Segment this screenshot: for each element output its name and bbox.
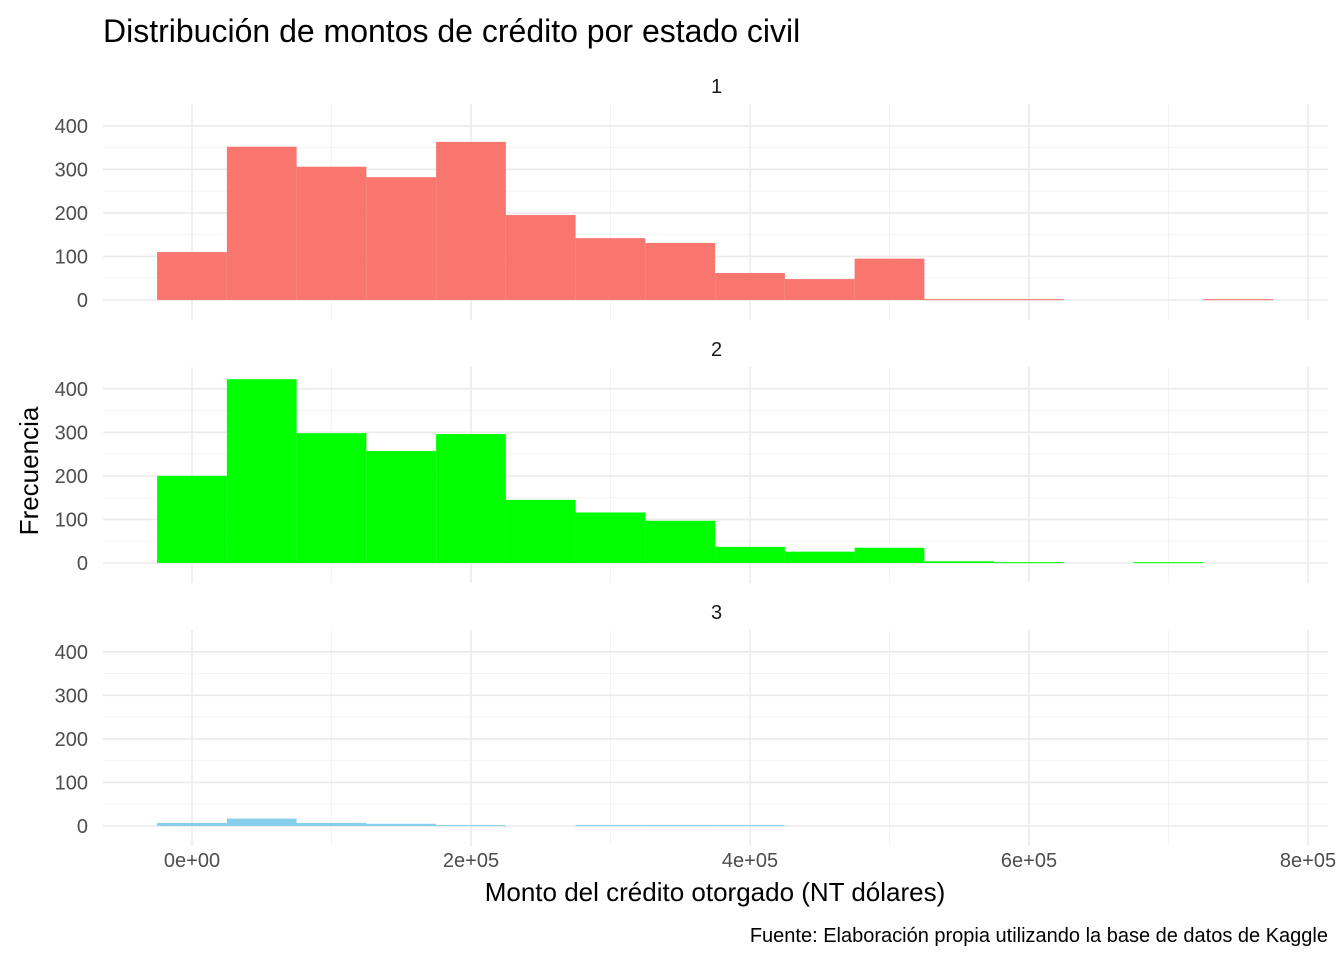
histogram-bar — [1203, 299, 1274, 301]
x-axis-ticks: 0e+00 2e+05 4e+05 6e+05 8e+05 — [164, 850, 1336, 872]
histogram-bar — [575, 825, 646, 827]
histogram-bar — [854, 547, 925, 563]
facet-strip-label: 2 — [711, 339, 722, 361]
histogram-bar — [645, 825, 716, 827]
histogram-bar — [226, 146, 297, 300]
y-tick-label: 0 — [77, 553, 88, 575]
histogram-bar — [784, 279, 855, 300]
y-tick-label: 300 — [55, 422, 88, 444]
histogram-bar — [366, 451, 437, 563]
facet-strip-label: 3 — [711, 602, 722, 624]
y-tick-label: 400 — [55, 379, 88, 401]
y-tick-label: 300 — [55, 685, 88, 707]
y-tick-label: 100 — [55, 509, 88, 531]
histogram-bar — [784, 551, 855, 563]
histogram-bar — [436, 434, 506, 563]
chart-title: Distribución de montos de crédito por es… — [103, 13, 800, 49]
histogram-bar — [1133, 562, 1204, 564]
facet-panel-3: 3 0 100 200 300 400 — [55, 602, 1328, 846]
y-tick-label: 0 — [77, 290, 88, 312]
histogram-bar — [924, 561, 995, 563]
histogram-bar — [366, 177, 437, 300]
histogram-bar — [924, 299, 995, 301]
histogram-bar — [296, 166, 367, 300]
facet-panels: 1 0 100 200 300 400 2 0 100 200 300 400 3 0 100 200 300 4… — [55, 76, 1328, 846]
facet-panel-1: 1 0 100 200 300 400 — [55, 76, 1328, 320]
histogram-bar — [436, 825, 506, 827]
histogram-bar — [575, 238, 646, 300]
histogram-bar — [226, 379, 297, 563]
chart-caption: Fuente: Elaboración propia utilizando la… — [750, 925, 1328, 947]
histogram-bar — [854, 258, 925, 300]
histogram-bar — [505, 215, 576, 300]
x-tick-label: 4e+05 — [722, 850, 778, 872]
y-tick-label: 100 — [55, 246, 88, 268]
histogram-bar — [715, 272, 785, 300]
histogram-bar — [157, 822, 227, 826]
histogram-bar — [157, 252, 227, 300]
facet-panel-2: 2 0 100 200 300 400 — [55, 339, 1328, 583]
histogram-bar — [575, 512, 646, 563]
histogram-bar — [994, 562, 1064, 564]
y-tick-label: 100 — [55, 772, 88, 794]
histogram-bar — [296, 822, 367, 826]
histogram-bar — [505, 499, 576, 563]
histogram-bar — [366, 823, 437, 826]
y-tick-label: 300 — [55, 159, 88, 181]
y-tick-label: 400 — [55, 642, 88, 664]
facet-strip-label: 1 — [711, 76, 722, 98]
histogram-bar — [226, 818, 297, 826]
histogram-bar — [296, 433, 367, 563]
histogram-bar — [715, 825, 785, 827]
histogram-bar — [994, 299, 1064, 301]
histogram-bar — [715, 546, 785, 563]
histogram-bar — [645, 242, 716, 300]
x-tick-label: 6e+05 — [1001, 850, 1057, 872]
x-tick-label: 0e+00 — [164, 850, 220, 872]
histogram-bar — [645, 520, 716, 563]
x-axis-title: Monto del crédito otorgado (NT dólares) — [485, 877, 946, 907]
y-tick-label: 200 — [55, 466, 88, 488]
y-tick-label: 0 — [77, 816, 88, 838]
histogram-bar — [157, 475, 227, 563]
y-tick-label: 200 — [55, 729, 88, 751]
histogram-bar — [436, 141, 506, 300]
y-tick-label: 400 — [55, 116, 88, 138]
x-tick-label: 8e+05 — [1280, 850, 1336, 872]
y-tick-label: 200 — [55, 203, 88, 225]
y-axis-title: Frecuencia — [14, 406, 44, 535]
x-tick-label: 2e+05 — [443, 850, 499, 872]
